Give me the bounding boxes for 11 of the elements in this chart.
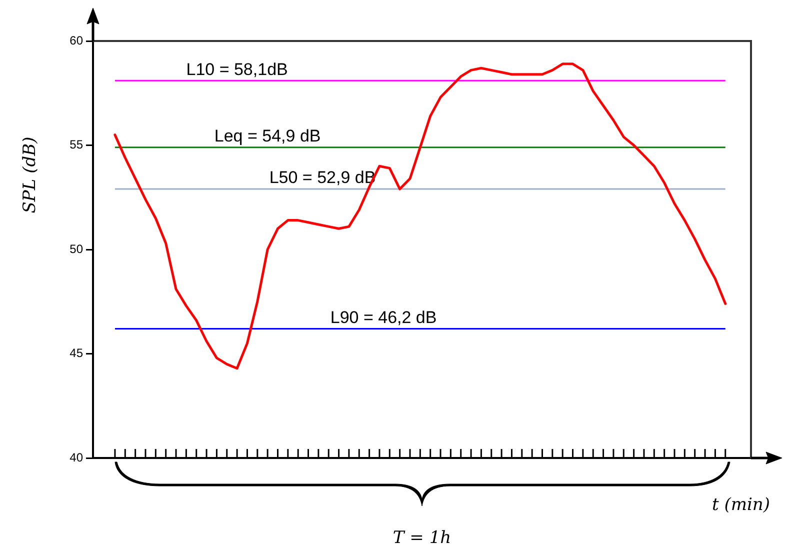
ref-line-label: L10 = 58,1dB: [186, 60, 288, 79]
y-tick-label: 55: [70, 138, 84, 152]
y-tick-label: 40: [70, 450, 84, 464]
ref-line-label: L90 = 46,2 dB: [330, 308, 437, 327]
y-tick-label: 60: [70, 33, 84, 48]
y-axis-title: SPL (dB): [20, 136, 40, 214]
y-tick-label: 50: [70, 242, 84, 256]
x-axis-title: t (min): [712, 495, 770, 515]
y-tick-label: 45: [70, 346, 84, 360]
text: T = 1h: [392, 528, 452, 548]
ref-line-label: Leq = 54,9 dB: [214, 126, 321, 146]
